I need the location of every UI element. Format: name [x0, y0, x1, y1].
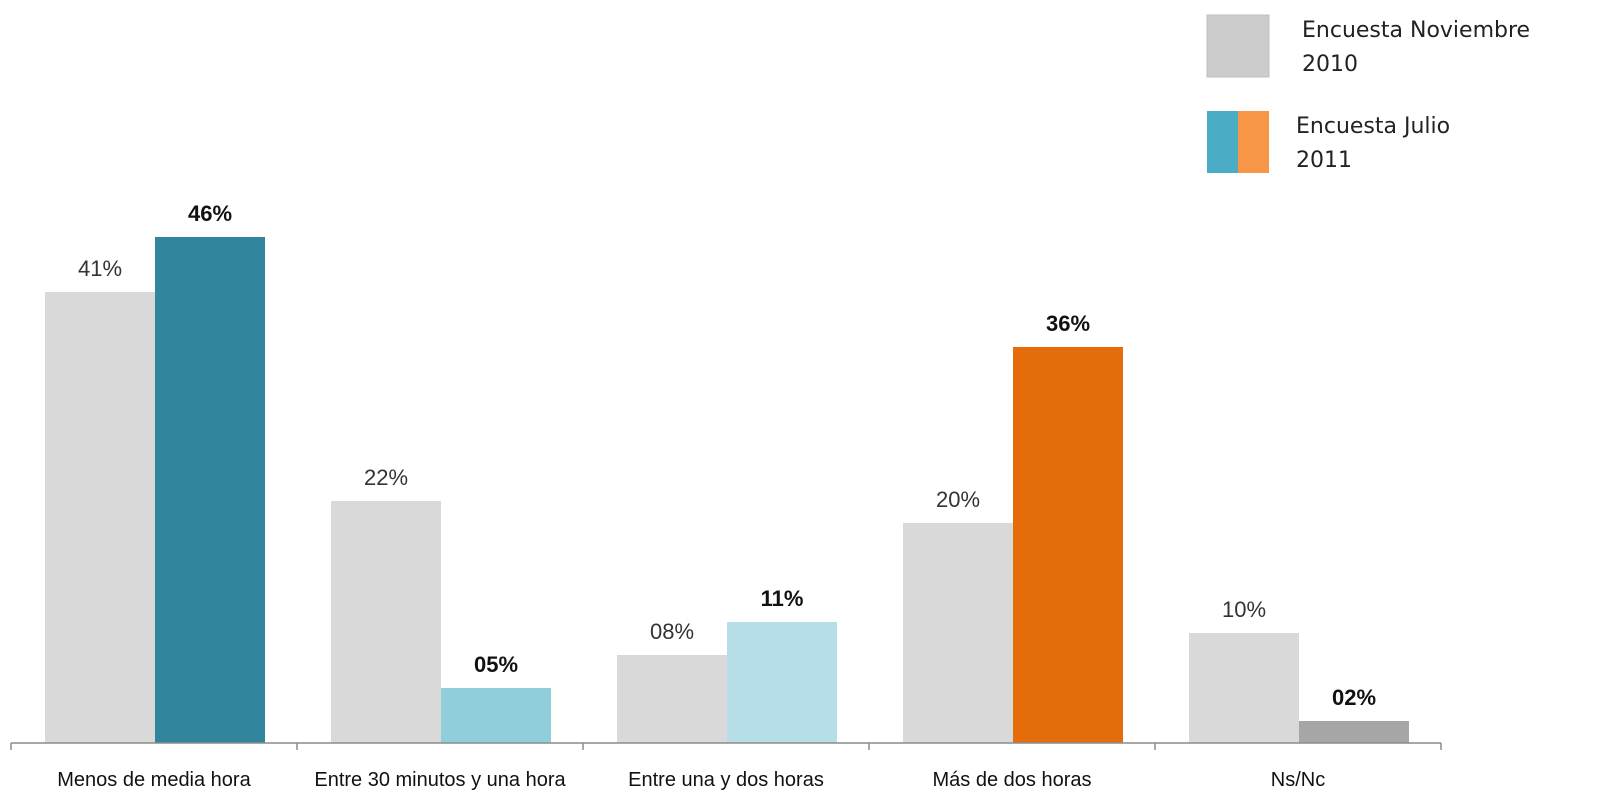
- category-label-0: Menos de media hora: [57, 769, 251, 791]
- legend-swatch-0-0: [1206, 14, 1270, 78]
- value-label-s0-2: 08%: [650, 619, 694, 644]
- bar-s0-0: [45, 292, 155, 743]
- bars-layer: [45, 237, 1409, 743]
- value-labels-layer: 41% 46% 22% 05% 08% 11% 20% 36% 10% 02%: [78, 201, 1376, 710]
- legend-label-1-line-1: 2011: [1296, 148, 1352, 173]
- bar-s0-1: [331, 501, 441, 743]
- category-label-2: Entre una y dos horas: [628, 769, 824, 791]
- value-label-s0-0: 41%: [78, 256, 122, 281]
- value-label-s1-0: 46%: [188, 201, 232, 226]
- legend-label-1-line-0: Encuesta Julio: [1296, 114, 1450, 139]
- category-label-4: Ns/Nc: [1271, 769, 1325, 791]
- bar-s0-3: [903, 523, 1013, 743]
- bar-s1-4: [1299, 721, 1409, 743]
- value-label-s0-4: 10%: [1222, 597, 1266, 622]
- value-label-s0-3: 20%: [936, 487, 980, 512]
- bar-s0-4: [1189, 633, 1299, 743]
- value-label-s1-4: 02%: [1332, 685, 1376, 710]
- value-label-s1-3: 36%: [1046, 311, 1090, 336]
- legend-swatch-1-0: [1207, 111, 1238, 173]
- bar-s1-1: [441, 688, 551, 743]
- bar-s1-2: [727, 622, 837, 743]
- legend-swatch-1-1: [1238, 111, 1269, 173]
- legend-label-0-line-1: 2010: [1302, 52, 1358, 77]
- legend: Encuesta Noviembre 2010 Encuesta Julio 2011: [1206, 14, 1530, 173]
- bar-s0-2: [617, 655, 727, 743]
- value-label-s1-1: 05%: [474, 652, 518, 677]
- category-label-1: Entre 30 minutos y una hora: [314, 769, 566, 791]
- x-axis: [10, 742, 1442, 750]
- category-labels-layer: Menos de media hora Entre 30 minutos y un…: [57, 769, 1325, 791]
- legend-label-0-line-0: Encuesta Noviembre: [1302, 18, 1530, 43]
- category-label-3: Más de dos horas: [933, 769, 1092, 791]
- value-label-s0-1: 22%: [364, 465, 408, 490]
- bar-s1-3: [1013, 347, 1123, 743]
- bar-s1-0: [155, 237, 265, 743]
- value-label-s1-2: 11%: [761, 586, 804, 611]
